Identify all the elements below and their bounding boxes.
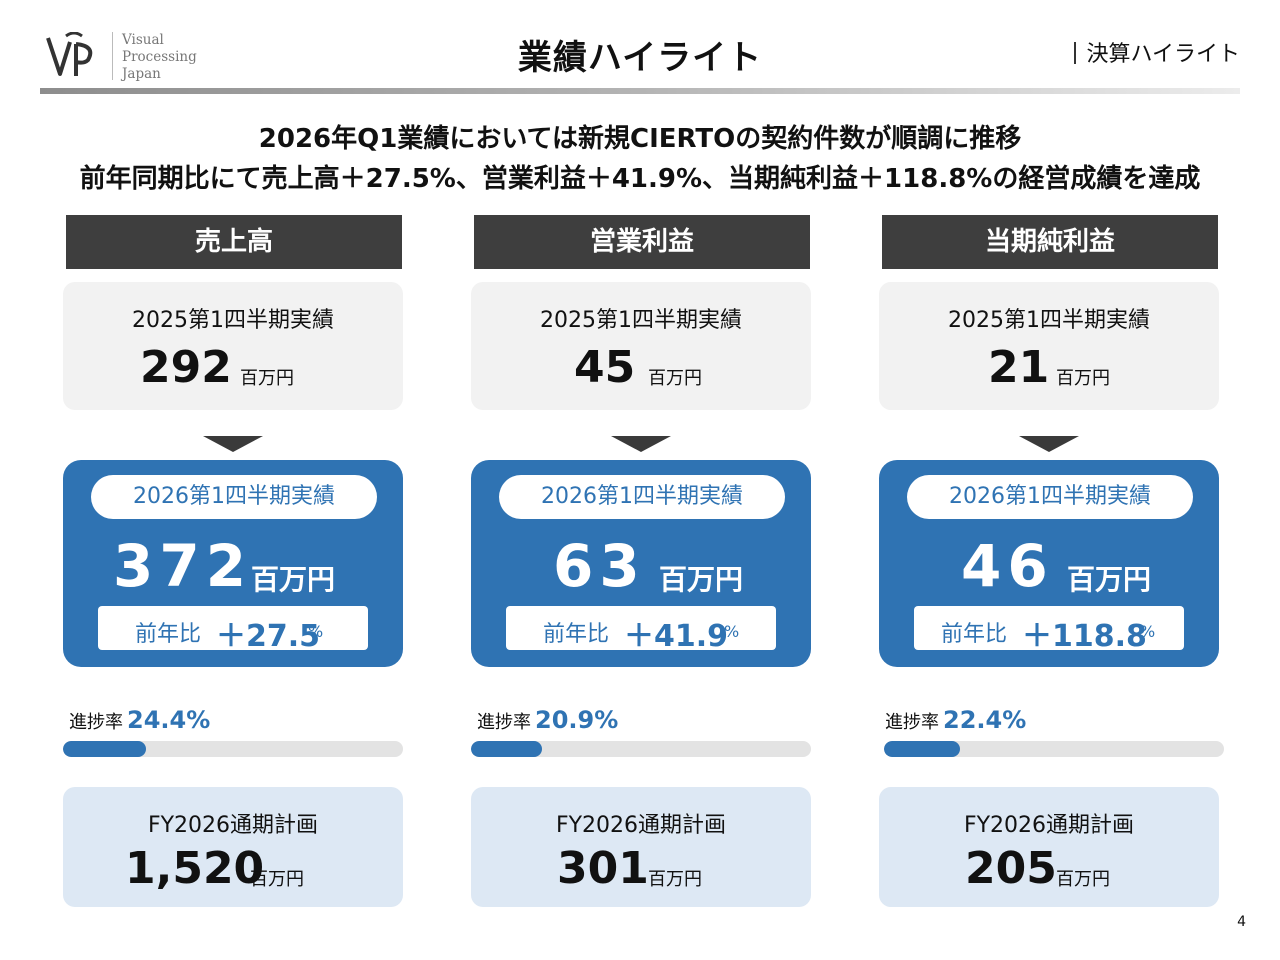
header-rule: [40, 88, 1240, 94]
section-label-text: 決算ハイライト: [1086, 42, 1240, 67]
logo-divider: [112, 32, 113, 80]
current-year-value: 372: [113, 532, 253, 600]
down-arrow-icon: [611, 436, 671, 452]
column-operating-profit: 営業利益 2025第1四半期実績 45 百万円 2026第1四半期実績 63 百…: [471, 0, 811, 960]
column-header: 当期純利益: [882, 215, 1218, 269]
current-year-value: 46: [961, 532, 1054, 600]
current-year-card: 2026第1四半期実績 46 百万円 前年比 ＋118.8 %: [879, 460, 1219, 667]
prev-year-value: 21: [988, 342, 1050, 393]
current-year-label: 2026第1四半期実績: [907, 475, 1193, 519]
column-sales: 売上高 2025第1四半期実績 292 百万円 2026第1四半期実績 372 …: [63, 0, 403, 960]
plan-label: FY2026通期計画: [963, 813, 1135, 838]
plan-label: FY2026通期計画: [555, 813, 727, 838]
progress-value: 22.4%: [943, 706, 1027, 734]
plan-label: FY2026通期計画: [147, 813, 319, 838]
current-year-label: 2026第1四半期実績: [91, 475, 377, 519]
logo-line: Japan: [122, 66, 161, 82]
yoy-label: 前年比: [135, 622, 202, 647]
progress-fill: [884, 741, 961, 757]
prev-year-card: 2025第1四半期実績 21 百万円: [879, 282, 1219, 410]
progress-label-text: 進捗率: [477, 712, 531, 733]
vpj-logo-icon: [46, 32, 93, 76]
yoy-label: 前年比: [543, 622, 610, 647]
plan-card: FY2026通期計画 301 百万円: [471, 787, 811, 907]
yoy-box: 前年比 ＋27.5 %: [98, 606, 368, 654]
progress-label: 進捗率 24.4%: [69, 706, 210, 734]
plan-unit: 百万円: [1056, 869, 1110, 890]
column-header: 営業利益: [474, 215, 810, 269]
logo-wordmark: Visual Processing Japan: [122, 32, 197, 83]
current-year-unit: 百万円: [251, 563, 336, 596]
current-year-unit: 百万円: [659, 563, 744, 596]
progress-label: 進捗率 22.4%: [885, 706, 1026, 734]
company-logo: Visual Processing Japan: [44, 28, 224, 84]
prev-year-label: 2025第1四半期実績: [540, 308, 742, 333]
progress-fill: [63, 741, 146, 757]
prev-year-unit: 百万円: [648, 368, 702, 389]
column-net-income: 当期純利益 2025第1四半期実績 21 百万円 2026第1四半期実績 46 …: [879, 0, 1224, 960]
yoy-box: 前年比 ＋41.9 %: [506, 606, 776, 654]
section-bar: [1074, 42, 1077, 64]
progress-label: 進捗率 20.9%: [477, 706, 618, 734]
page-title: 業績ハイライト: [517, 38, 763, 78]
logo-line: Processing: [122, 49, 197, 65]
progress-label-text: 進捗率: [69, 712, 123, 733]
progress-value: 24.4%: [127, 706, 211, 734]
down-arrow-icon: [203, 436, 263, 452]
progress-track: [884, 741, 1224, 757]
prev-year-card: 2025第1四半期実績 292 百万円: [63, 282, 403, 410]
prev-year-card: 2025第1四半期実績 45 百万円: [471, 282, 811, 410]
progress-label-text: 進捗率: [885, 712, 939, 733]
down-arrow-icon: [1019, 436, 1079, 452]
plan-unit: 百万円: [250, 869, 304, 890]
current-year-unit: 百万円: [1067, 563, 1152, 596]
plan-card: FY2026通期計画 205 百万円: [879, 787, 1219, 907]
yoy-percent: %: [724, 622, 740, 641]
yoy-percent: %: [308, 622, 324, 641]
progress-fill: [471, 741, 543, 757]
page-number: 4: [1237, 914, 1246, 930]
yoy-box: 前年比 ＋118.8 %: [914, 606, 1184, 654]
prev-year-unit: 百万円: [240, 368, 294, 389]
yoy-value: ＋41.9: [624, 619, 729, 654]
plan-value: 205: [965, 843, 1057, 894]
yoy-label: 前年比: [941, 622, 1008, 647]
yoy-percent: %: [1140, 622, 1156, 641]
current-year-card: 2026第1四半期実績 63 百万円 前年比 ＋41.9 %: [471, 460, 811, 667]
column-header: 売上高: [66, 215, 402, 269]
plan-value: 301: [557, 843, 649, 894]
current-year-label: 2026第1四半期実績: [499, 475, 785, 519]
prev-year-label: 2025第1四半期実績: [132, 308, 334, 333]
yoy-value: ＋118.8: [1022, 619, 1147, 654]
plan-card: FY2026通期計画 1,520 百万円: [63, 787, 403, 907]
prev-year-label: 2025第1四半期実績: [948, 308, 1150, 333]
current-year-card: 2026第1四半期実績 372 百万円 前年比 ＋27.5 %: [63, 460, 403, 667]
current-year-value: 63: [553, 532, 646, 600]
progress-value: 20.9%: [535, 706, 619, 734]
section-label: 決算ハイライト: [1074, 36, 1240, 68]
progress-track: [63, 741, 403, 757]
prev-year-unit: 百万円: [1056, 368, 1110, 389]
plan-value: 1,520: [125, 843, 265, 894]
summary-line-1: 2026年Q1業績においては新規CIERTOの契約件数が順調に推移: [258, 124, 1022, 154]
logo-line: Visual: [122, 32, 164, 48]
yoy-value: ＋27.5: [216, 619, 321, 654]
plan-unit: 百万円: [648, 869, 702, 890]
summary-line-2: 前年同期比にて売上高＋27.5%、営業利益＋41.9%、当期純利益＋118.8%…: [79, 164, 1201, 194]
prev-year-value: 292: [140, 342, 232, 393]
prev-year-value: 45: [574, 342, 636, 393]
progress-track: [471, 741, 811, 757]
